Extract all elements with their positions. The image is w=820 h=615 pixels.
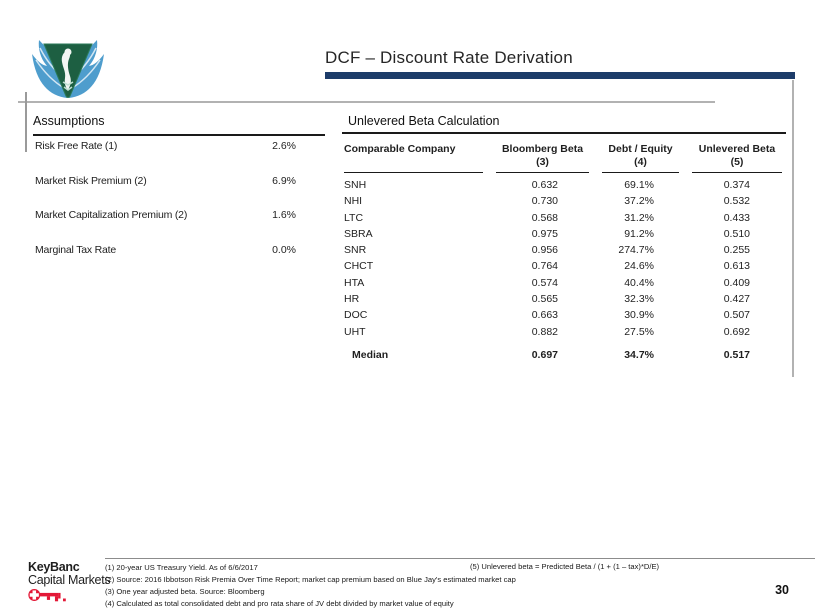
- assumption-row: Market Risk Premium (2) 6.9%: [35, 175, 296, 187]
- footnote-5: (5) Unlevered beta = Predicted Beta / (1…: [470, 562, 660, 571]
- assumption-value: 6.9%: [272, 174, 296, 187]
- unlevered-beta-cell: 0.510: [723, 227, 750, 240]
- table-row: DOC 0.663 30.9% 0.507: [344, 307, 788, 323]
- horizontal-guide-line: [18, 101, 715, 103]
- assumptions-underline: [33, 134, 325, 136]
- unlevered-beta-cell: 0.532: [723, 195, 750, 208]
- ticker-cell: HTA: [344, 276, 365, 289]
- debt-equity-cell: 40.4%: [624, 276, 654, 289]
- table-row: NHI 0.730 37.2% 0.532: [344, 193, 788, 209]
- column-header: Bloomberg Beta (3): [496, 143, 589, 173]
- assumption-row: Risk Free Rate (1) 2.6%: [35, 140, 296, 152]
- debt-equity-cell: 274.7%: [618, 244, 654, 257]
- assumption-row: Marginal Tax Rate 0.0%: [35, 244, 296, 256]
- median-debt-equity: 34.7%: [624, 348, 654, 361]
- unlevered-beta-cell: 0.692: [723, 325, 750, 338]
- keybanc-key-icon: [28, 589, 66, 602]
- footnote-3: (3) One year adjusted beta. Source: Bloo…: [105, 587, 265, 597]
- unlevered-beta-cell: 0.427: [723, 293, 750, 306]
- bird-crest-emblem-icon: [32, 40, 104, 98]
- debt-equity-cell: 27.5%: [624, 325, 654, 338]
- beta-cell: 0.882: [531, 325, 558, 338]
- beta-cell: 0.632: [531, 179, 558, 191]
- unlevered-beta-cell: 0.433: [723, 211, 750, 224]
- footer-divider: [105, 558, 815, 559]
- assumption-value: 1.6%: [272, 209, 296, 221]
- beta-cell: 0.574: [531, 276, 558, 289]
- unlevered-beta-cell: 0.507: [723, 309, 750, 322]
- keybanc-logo: KeyBanc Capital Markets: [28, 560, 111, 604]
- assumption-row: Market Capitalization Premium (2) 1.6%: [35, 209, 296, 221]
- debt-equity-cell: 69.1%: [624, 179, 654, 191]
- ticker-cell: LTC: [344, 211, 364, 224]
- beta-section-underline: [342, 132, 786, 134]
- beta-cell: 0.975: [531, 227, 558, 240]
- debt-equity-cell: 37.2%: [624, 195, 654, 208]
- table-row: UHT 0.882 27.5% 0.692: [344, 324, 788, 340]
- median-unlevered-beta: 0.517: [723, 348, 750, 361]
- assumption-label: Marginal Tax Rate: [35, 243, 117, 256]
- table-row: SNR 0.956 274.7% 0.255: [344, 242, 788, 258]
- unlevered-beta-cell: 0.255: [723, 244, 750, 257]
- column-header: Unlevered Beta (5): [692, 143, 782, 173]
- capital-markets-wordmark: Capital Markets: [28, 573, 111, 587]
- ticker-cell: SNR: [344, 244, 367, 257]
- median-row: Median 0.697 34.7% 0.517: [344, 347, 788, 363]
- footnote-1: (1) 20-year US Treasury Yield. As of 6/6…: [105, 563, 258, 572]
- ticker-cell: SNH: [344, 179, 367, 191]
- beta-cell: 0.764: [531, 260, 558, 273]
- ticker-cell: SBRA: [344, 227, 373, 240]
- ticker-cell: DOC: [344, 309, 368, 322]
- unlevered-beta-cell: 0.374: [723, 179, 750, 191]
- debt-equity-cell: 32.3%: [624, 293, 654, 306]
- beta-cell: 0.568: [531, 211, 558, 224]
- beta-cell: 0.565: [531, 293, 558, 306]
- debt-equity-cell: 91.2%: [624, 227, 654, 240]
- ticker-cell: CHCT: [344, 260, 374, 273]
- ticker-cell: UHT: [344, 325, 366, 338]
- unlevered-beta-cell: 0.409: [723, 276, 750, 289]
- assumption-label: Market Risk Premium (2): [35, 174, 147, 187]
- table-row: CHCT 0.764 24.6% 0.613: [344, 258, 788, 274]
- unlevered-beta-cell: 0.613: [723, 260, 750, 273]
- table-row: SBRA 0.975 91.2% 0.510: [344, 226, 788, 242]
- debt-equity-cell: 31.2%: [624, 211, 654, 224]
- vertical-guide-line: [25, 92, 27, 152]
- ticker-cell: HR: [344, 293, 360, 306]
- assumption-value: 2.6%: [272, 140, 296, 152]
- beta-table-header-row: Comparable Company Bloomberg Beta (3) De…: [344, 143, 788, 173]
- keybanc-wordmark: KeyBanc: [28, 560, 80, 574]
- footnotes-left: (1) 20-year US Treasury Yield. As of 6/6…: [105, 562, 535, 610]
- table-row: SNH 0.632 69.1% 0.374: [344, 177, 788, 193]
- debt-equity-cell: 30.9%: [624, 309, 654, 322]
- median-beta: 0.697: [531, 348, 558, 361]
- page-number: 30: [775, 583, 789, 597]
- beta-cell: 0.730: [531, 195, 558, 208]
- debt-equity-cell: 24.6%: [624, 260, 654, 273]
- beta-table-body: SNH 0.632 69.1% 0.374 NHI 0.730 37.2% 0.…: [344, 177, 788, 363]
- assumptions-heading: Assumptions: [33, 114, 105, 128]
- assumption-label: Market Capitalization Premium (2): [35, 209, 188, 221]
- table-row: HTA 0.574 40.4% 0.409: [344, 275, 788, 291]
- assumption-label: Risk Free Rate (1): [35, 140, 118, 152]
- footnote-4: (4) Calculated as total consolidated deb…: [105, 599, 454, 609]
- column-header: Comparable Company: [344, 143, 483, 173]
- footnote-2: (2) Source: 2016 Ibbotson Risk Premia Ov…: [105, 575, 516, 585]
- median-label: Median: [352, 348, 389, 361]
- table-row: LTC 0.568 31.2% 0.433: [344, 210, 788, 226]
- title-accent-bar: [325, 72, 795, 79]
- beta-section-heading: Unlevered Beta Calculation: [348, 114, 500, 128]
- beta-cell: 0.663: [531, 309, 558, 322]
- ticker-cell: NHI: [344, 195, 363, 208]
- page-title: DCF – Discount Rate Derivation: [325, 48, 573, 67]
- beta-cell: 0.956: [531, 244, 558, 257]
- beta-table: Comparable Company Bloomberg Beta (3) De…: [344, 143, 788, 363]
- table-row: HR 0.565 32.3% 0.427: [344, 291, 788, 307]
- column-header: Debt / Equity (4): [602, 143, 679, 173]
- assumption-value: 0.0%: [272, 243, 296, 256]
- right-frame-line: [792, 80, 794, 377]
